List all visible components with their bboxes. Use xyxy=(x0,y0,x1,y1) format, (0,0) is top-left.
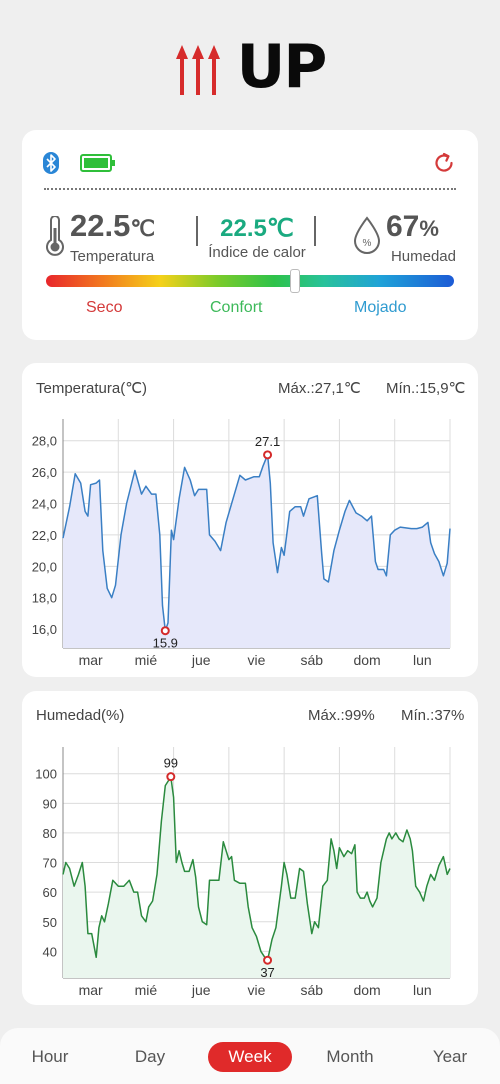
y-tick-label: 100 xyxy=(35,767,57,782)
tab-year[interactable]: Year xyxy=(432,1047,468,1066)
max-marker xyxy=(166,772,176,782)
y-tick-label: 70 xyxy=(43,856,57,871)
status-card: 22.5℃ Temperatura 22.5℃ Índice de calor … xyxy=(22,130,478,340)
comfort-gradient-bar xyxy=(46,275,454,287)
tab-week[interactable]: Week xyxy=(208,1042,292,1072)
scale-comfort-label: Confort xyxy=(210,299,263,316)
chart-title: Temperatura(℃) xyxy=(36,380,148,397)
separator xyxy=(196,216,198,246)
bluetooth-icon[interactable] xyxy=(42,152,60,174)
chart-max-value: Máx.:99% xyxy=(308,707,375,724)
separator xyxy=(314,216,316,246)
temperature-chart[interactable]: 28,0 26,0 24,0 22,0 20,0 18,0 16,0 mar mié jue vie… xyxy=(22,363,478,677)
logo-wordmark: UP xyxy=(236,32,328,102)
temperature-value: 22.5℃ xyxy=(70,208,156,243)
min-data-label: 15.9 xyxy=(153,636,178,651)
heat-index-value: 22.5℃ xyxy=(220,215,294,242)
chart-max-value: Máx.:27,1℃ xyxy=(278,380,361,397)
x-tick-label: mié xyxy=(135,652,158,668)
x-tick-label: vie xyxy=(248,982,266,998)
tab-month[interactable]: Month xyxy=(326,1047,374,1066)
x-tick-label: dom xyxy=(353,652,380,668)
series-line xyxy=(62,454,451,632)
x-tick-label: jue xyxy=(191,652,211,668)
y-tick-label: 50 xyxy=(43,915,57,930)
chart-min-value: Mín.:15,9℃ xyxy=(386,380,466,397)
humidity-chart[interactable]: 100 90 80 70 60 50 40 mar mié jue vie sáb dom lun 99 37 xyxy=(22,691,478,1005)
x-tick-label: dom xyxy=(353,982,380,998)
humidity-label: Humedad xyxy=(390,248,456,265)
y-tick-label: 24,0 xyxy=(32,497,57,512)
x-tick-label: lun xyxy=(413,652,432,668)
min-marker xyxy=(263,955,273,965)
y-tick-label: 26,0 xyxy=(32,465,57,480)
max-data-label: 99 xyxy=(164,756,178,771)
x-tick-label: vie xyxy=(248,652,266,668)
x-tick-label: sáb xyxy=(300,652,323,668)
temperature-chart-card: Temperatura(℃) Máx.:27,1℃ Mín.:15,9℃ 28,… xyxy=(22,363,478,677)
y-tick-label: 60 xyxy=(43,885,57,900)
battery-icon xyxy=(80,154,115,172)
min-data-label: 37 xyxy=(260,965,274,980)
y-tick-label: 90 xyxy=(43,796,57,811)
divider xyxy=(44,188,456,190)
y-tick-label: 16,0 xyxy=(32,622,57,637)
x-tick-label: sáb xyxy=(300,982,323,998)
min-marker xyxy=(160,626,170,636)
scale-wet-label: Mojado xyxy=(354,299,407,316)
scale-dry-label: Seco xyxy=(86,299,123,316)
x-tick-label: jue xyxy=(191,982,211,998)
y-tick-label: 80 xyxy=(43,826,57,841)
humidity-drop-icon: % xyxy=(353,216,381,254)
svg-text:%: % xyxy=(363,238,372,249)
humidity-value: 67% xyxy=(386,210,439,243)
x-tick-label: lun xyxy=(413,982,432,998)
series-area xyxy=(63,776,450,978)
refresh-icon[interactable] xyxy=(432,151,456,175)
max-marker xyxy=(263,450,273,460)
y-tick-label: 18,0 xyxy=(32,591,57,606)
chart-title: Humedad(%) xyxy=(36,707,125,724)
series-line xyxy=(62,775,451,961)
y-tick-label: 20,0 xyxy=(32,559,57,574)
tab-day[interactable]: Day xyxy=(134,1047,166,1066)
y-tick-label: 40 xyxy=(43,944,57,959)
x-tick-label: mié xyxy=(135,982,158,998)
period-tab-bar: Hour Day Week Month Year xyxy=(0,1028,500,1084)
humidity-chart-card: Humedad(%) Máx.:99% Mín.:37% 100 90 80 70 60… xyxy=(22,691,478,1005)
temperature-label: Temperatura xyxy=(70,248,155,265)
y-tick-label: 28,0 xyxy=(32,434,57,449)
heat-index-label: Índice de calor xyxy=(208,244,306,261)
thermometer-icon xyxy=(46,216,64,256)
triple-arrow-icon xyxy=(175,45,220,95)
series-area xyxy=(63,454,450,648)
x-tick-label: mar xyxy=(79,982,103,998)
y-tick-label: 22,0 xyxy=(32,528,57,543)
chart-min-value: Mín.:37% xyxy=(401,707,465,724)
comfort-indicator xyxy=(289,269,300,293)
tab-hour[interactable]: Hour xyxy=(31,1047,69,1066)
x-tick-label: mar xyxy=(79,652,103,668)
max-data-label: 27.1 xyxy=(255,434,280,449)
brand-logo: UP xyxy=(0,32,500,102)
